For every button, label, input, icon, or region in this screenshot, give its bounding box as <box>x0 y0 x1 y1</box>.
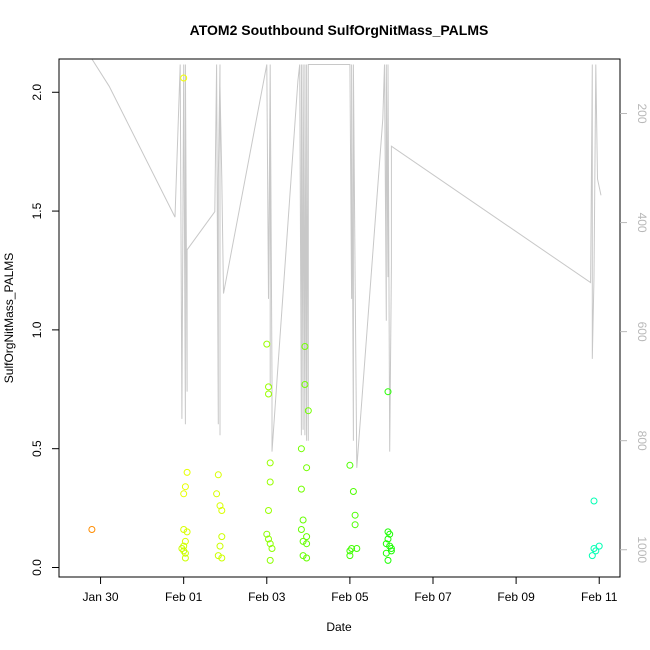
data-point <box>301 343 309 350</box>
data-point <box>181 549 189 557</box>
data-point <box>216 502 224 510</box>
data-point <box>265 390 272 398</box>
data-point <box>387 545 395 552</box>
data-point <box>214 552 222 560</box>
y2-tick-label: 1000 <box>635 536 649 563</box>
data-point <box>299 516 307 524</box>
data-point <box>180 490 188 498</box>
data-point <box>303 540 311 548</box>
data-point <box>297 445 305 453</box>
data-point <box>592 547 600 555</box>
data-point <box>299 552 307 560</box>
data-point <box>346 552 354 560</box>
data-point <box>299 537 307 545</box>
data-point <box>351 511 359 519</box>
secondary-series-line <box>91 58 602 468</box>
data-point <box>266 478 274 486</box>
data-point <box>216 542 224 550</box>
data-point <box>263 530 271 538</box>
x-axis: Jan 30 Feb 01 Feb 03 Feb 05 Feb 07 Feb 09 Feb … <box>83 577 618 604</box>
data-point <box>588 552 596 560</box>
data-point <box>180 74 188 82</box>
y-tick-label: 0.5 <box>30 440 44 457</box>
data-point <box>304 407 312 415</box>
x-tick-label: Feb 07 <box>414 590 452 604</box>
y-tick-label: 1.5 <box>30 202 44 219</box>
data-point <box>213 490 221 498</box>
x-tick-label: Feb 03 <box>248 590 286 604</box>
data-point <box>214 471 222 479</box>
data-point <box>382 549 390 557</box>
y2-tick-label: 200 <box>635 104 649 124</box>
data-point <box>88 526 96 533</box>
y-axis-label: SulfOrgNitMass_PALMS <box>2 253 16 383</box>
data-point <box>266 540 274 548</box>
data-point <box>263 340 271 348</box>
data-point <box>218 507 226 514</box>
plot-frame <box>58 58 621 578</box>
data-point <box>346 461 354 469</box>
y2-tick-label: 400 <box>635 213 649 233</box>
data-point <box>218 554 226 562</box>
x-axis-label: Date <box>326 620 352 634</box>
data-point <box>181 554 189 562</box>
data-point <box>265 535 272 543</box>
data-point <box>265 507 272 514</box>
data-point <box>266 459 274 467</box>
y2-tick-label: 600 <box>635 322 649 342</box>
data-point <box>268 545 276 552</box>
data-point <box>265 383 272 391</box>
x-tick-label: Feb 11 <box>581 590 618 604</box>
data-point <box>297 485 305 493</box>
data-point <box>181 483 189 491</box>
data-point <box>346 547 354 555</box>
data-point <box>384 556 392 564</box>
x-tick-label: Jan 30 <box>83 590 119 604</box>
data-point <box>303 554 311 562</box>
x-tick-label: Feb 09 <box>497 590 535 604</box>
data-point <box>384 388 392 396</box>
data-point <box>297 526 305 533</box>
data-point <box>351 521 359 529</box>
data-point <box>178 545 186 552</box>
y2-axis: 200 400 600 800 1000 <box>620 104 649 563</box>
y2-tick-label: 800 <box>635 431 649 451</box>
data-point <box>301 381 309 388</box>
data-point <box>266 556 274 564</box>
y-axis: 0.0 0.5 1.0 1.5 2.0 <box>30 84 59 576</box>
data-point <box>218 533 226 541</box>
data-point <box>590 497 598 505</box>
data-point <box>303 533 311 541</box>
data-point <box>386 530 394 538</box>
data-point <box>183 528 191 536</box>
y-tick-label: 0.0 <box>30 559 44 576</box>
points-layer <box>88 74 603 564</box>
data-point <box>303 464 311 472</box>
x-tick-label: Feb 05 <box>331 590 369 604</box>
y-tick-label: 2.0 <box>30 84 44 101</box>
y-tick-label: 1.0 <box>30 321 44 338</box>
chart-title: ATOM2 Southbound SulfOrgNitMass_PALMS <box>190 22 489 38</box>
secondary-line-layer <box>91 58 602 468</box>
data-point <box>384 535 392 543</box>
x-tick-label: Feb 01 <box>165 590 203 604</box>
data-point <box>183 468 191 476</box>
data-point <box>349 488 357 495</box>
data-point <box>353 545 361 552</box>
data-point <box>181 537 189 545</box>
